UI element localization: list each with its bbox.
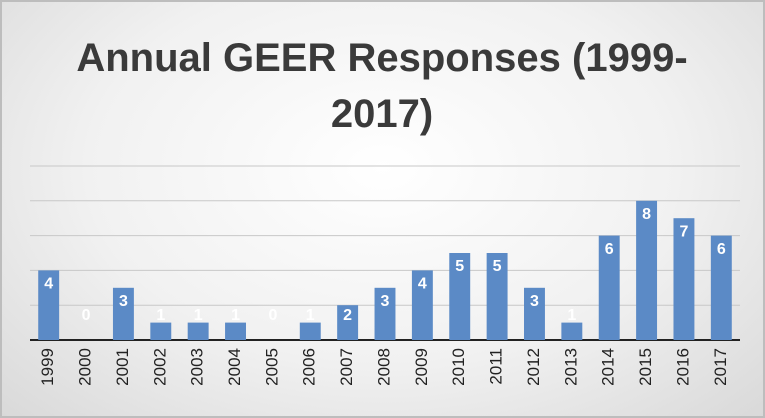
value-label: 4 bbox=[418, 276, 427, 293]
x-tick-label: 2008 bbox=[374, 348, 393, 386]
x-tick-label: 2004 bbox=[225, 348, 244, 386]
value-label: 8 bbox=[642, 206, 651, 223]
value-label: 2 bbox=[343, 307, 352, 324]
x-tick-label: 2001 bbox=[113, 348, 132, 386]
value-label: 0 bbox=[268, 307, 277, 324]
bar bbox=[449, 253, 471, 340]
value-label: 6 bbox=[605, 241, 614, 258]
bar bbox=[598, 235, 620, 340]
x-tick-label: 2006 bbox=[300, 348, 319, 386]
bar bbox=[374, 287, 396, 340]
x-tick-label: 1999 bbox=[38, 348, 57, 386]
value-label: 3 bbox=[119, 293, 128, 310]
chart-title: Annual GEER Responses (1999-2017) bbox=[76, 36, 688, 136]
value-label: 1 bbox=[194, 307, 203, 324]
x-tick-label: 2011 bbox=[487, 348, 506, 385]
value-label: 1 bbox=[231, 307, 240, 324]
value-label: 3 bbox=[381, 293, 390, 310]
value-label: 4 bbox=[44, 276, 53, 293]
x-tick-label: 2014 bbox=[599, 348, 618, 386]
bar bbox=[561, 322, 583, 340]
bar bbox=[225, 322, 246, 340]
bar bbox=[150, 322, 172, 340]
x-tick-label: 2012 bbox=[524, 348, 543, 386]
bar bbox=[38, 270, 60, 340]
x-tick-label: 2013 bbox=[561, 348, 580, 386]
value-label: 7 bbox=[679, 223, 688, 240]
bar bbox=[486, 253, 508, 340]
x-tick-label: 2007 bbox=[337, 348, 356, 386]
x-tick-label: 2003 bbox=[188, 348, 207, 386]
bar bbox=[411, 270, 433, 340]
bar bbox=[112, 287, 134, 340]
value-label: 0 bbox=[82, 307, 91, 324]
value-label: 5 bbox=[455, 258, 464, 275]
bar bbox=[299, 322, 321, 340]
x-tick-label: 2015 bbox=[636, 348, 655, 386]
x-tick-label: 2005 bbox=[262, 348, 281, 386]
value-label: 1 bbox=[306, 307, 315, 324]
x-tick-label: 2000 bbox=[76, 348, 95, 386]
bar bbox=[337, 305, 359, 340]
x-tick-label: 2017 bbox=[711, 348, 730, 386]
value-label: 6 bbox=[717, 241, 726, 258]
bar bbox=[636, 200, 658, 340]
bar bbox=[710, 235, 732, 340]
x-tick-label: 2010 bbox=[449, 348, 468, 386]
bar bbox=[187, 322, 209, 340]
value-label: 1 bbox=[156, 307, 165, 324]
x-tick-label: 2009 bbox=[412, 348, 431, 386]
value-label: 1 bbox=[567, 307, 576, 324]
x-tick-label: 2016 bbox=[673, 348, 692, 386]
x-tick-label: 2002 bbox=[150, 348, 169, 386]
bar bbox=[673, 218, 695, 340]
value-label: 3 bbox=[530, 293, 539, 310]
bar bbox=[524, 287, 545, 340]
value-label: 5 bbox=[493, 258, 502, 275]
